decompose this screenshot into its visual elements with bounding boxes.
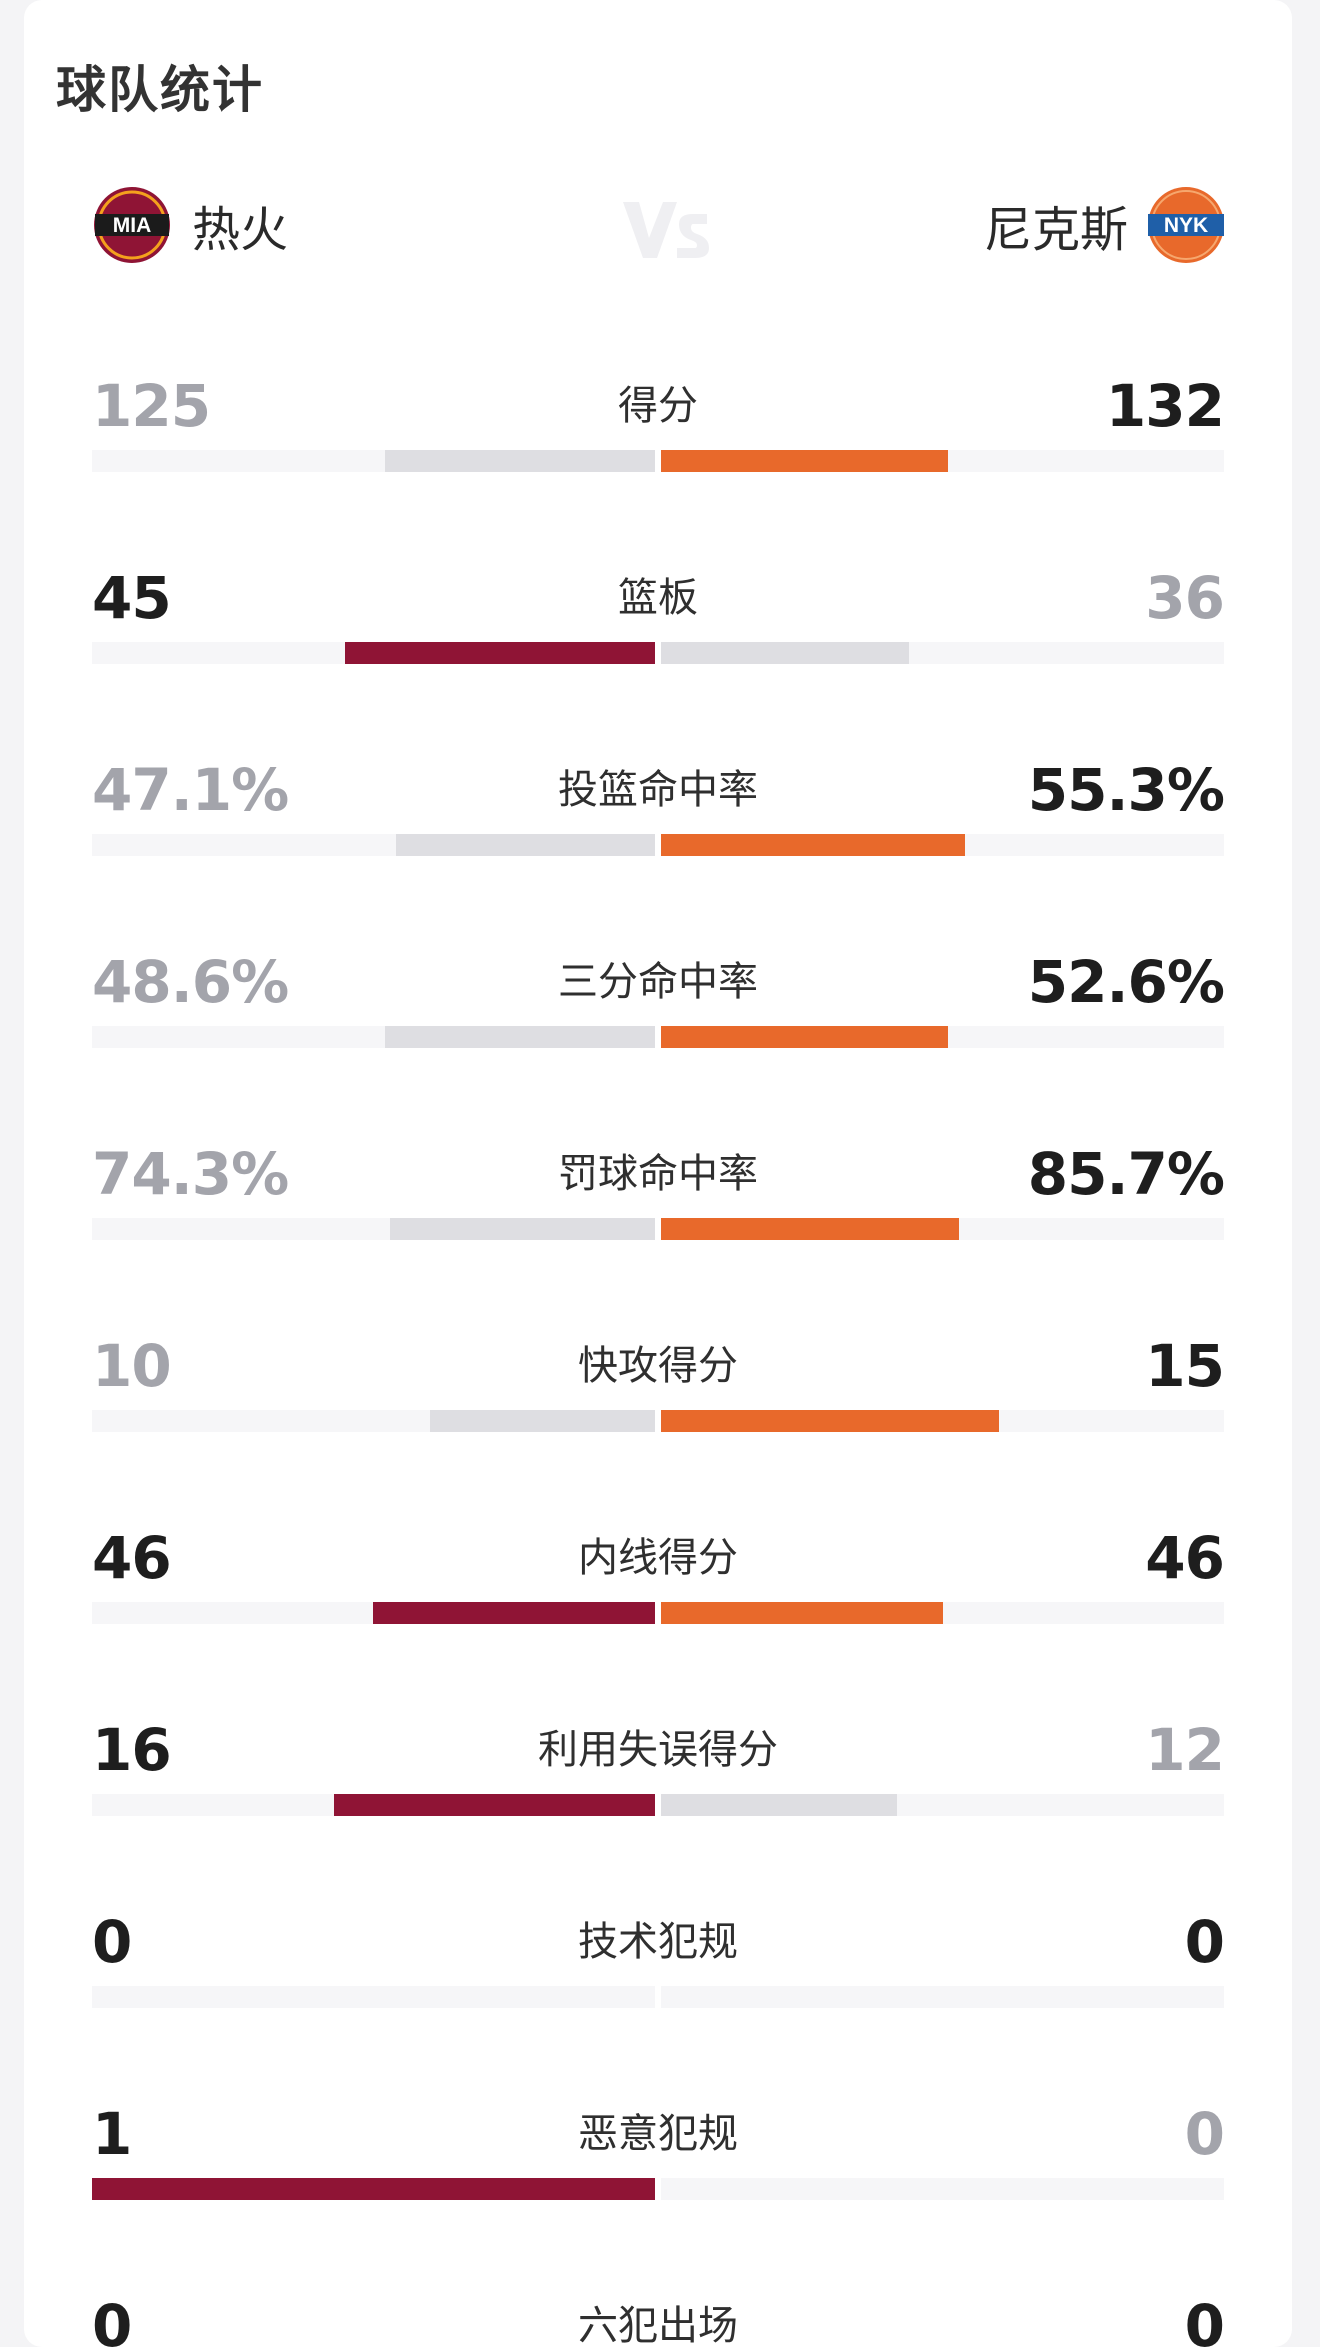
stat-row: 10 快攻得分 15 xyxy=(92,1330,1225,1440)
knicks-logo-icon: NYK xyxy=(1148,187,1224,263)
stat-label: 内线得分 xyxy=(578,1535,738,1581)
home-stat-value: 125 xyxy=(92,372,211,440)
home-bar-track xyxy=(92,1410,655,1432)
home-bar-fill xyxy=(390,1218,655,1240)
home-stat-value: 10 xyxy=(92,1332,172,1400)
home-bar-track xyxy=(92,2178,655,2200)
away-bar-fill xyxy=(661,1794,897,1816)
away-stat-value: 0 xyxy=(1184,2100,1225,2168)
away-bar-track xyxy=(661,1986,1224,2008)
away-bar-track xyxy=(661,1794,1224,1816)
stat-row: 74.3% 罚球命中率 85.7% xyxy=(92,1138,1225,1248)
section-title: 球队统计 xyxy=(56,61,264,119)
stat-row: 45 篮板 36 xyxy=(92,562,1225,672)
home-stat-value: 16 xyxy=(92,1716,172,1784)
home-bar-track xyxy=(92,450,655,472)
home-stat-value: 47.1% xyxy=(92,756,289,824)
away-bar-track xyxy=(661,1218,1224,1240)
stat-label: 技术犯规 xyxy=(578,1919,738,1965)
stat-label: 三分命中率 xyxy=(558,959,758,1005)
away-bar-fill xyxy=(661,642,909,664)
away-bar-track xyxy=(661,1026,1224,1048)
away-stat-value: 0 xyxy=(1184,2292,1225,2347)
stat-row: 0 六犯出场 0 xyxy=(92,2290,1225,2347)
away-bar-track xyxy=(661,450,1224,472)
away-bar-fill xyxy=(661,1602,943,1624)
home-bar-track xyxy=(92,834,655,856)
home-logo-text: MIA xyxy=(113,214,152,237)
stat-label: 投篮命中率 xyxy=(558,767,758,813)
home-bar-track xyxy=(92,1218,655,1240)
home-bar-fill xyxy=(345,642,655,664)
home-stat-value: 0 xyxy=(92,2292,132,2347)
stat-label: 恶意犯规 xyxy=(578,2111,738,2157)
away-team-name: 尼克斯 xyxy=(983,202,1128,258)
home-team-name: 热火 xyxy=(192,202,289,258)
home-team[interactable]: MIA 热火 xyxy=(92,185,288,265)
stat-label: 罚球命中率 xyxy=(558,1151,758,1197)
home-bar-fill xyxy=(396,834,655,856)
away-bar-track xyxy=(661,1602,1224,1624)
stat-row: 0 技术犯规 0 xyxy=(92,1906,1225,2016)
home-bar-track xyxy=(92,642,655,664)
home-stat-value: 1 xyxy=(92,2100,132,2168)
home-stat-value: 0 xyxy=(92,1908,132,1976)
stat-label: 篮板 xyxy=(618,575,698,621)
stat-label: 六犯出场 xyxy=(578,2303,738,2347)
home-stat-value: 46 xyxy=(92,1524,172,1592)
away-bar-fill xyxy=(661,1410,999,1432)
away-bar-track xyxy=(661,642,1224,664)
away-bar-fill xyxy=(661,1218,959,1240)
home-bar-fill xyxy=(373,1602,655,1624)
home-bar-track xyxy=(92,1986,655,2008)
away-stat-value: 132 xyxy=(1105,372,1225,440)
home-bar-fill xyxy=(334,1794,655,1816)
heat-logo-icon: MIA xyxy=(94,187,170,263)
away-stat-value: 55.3% xyxy=(1027,756,1225,824)
home-stat-value: 45 xyxy=(92,564,172,632)
home-bar-fill xyxy=(430,1410,655,1432)
away-bar-track xyxy=(661,834,1224,856)
stat-label: 快攻得分 xyxy=(578,1343,738,1389)
home-bar-fill xyxy=(385,450,655,472)
away-stat-value: 12 xyxy=(1145,1716,1225,1784)
away-bar-fill xyxy=(661,834,965,856)
home-bar-track xyxy=(92,1602,655,1624)
away-bar-track xyxy=(661,1410,1224,1432)
away-logo-text: NYK xyxy=(1164,214,1208,237)
stat-label: 得分 xyxy=(618,383,698,429)
away-stat-value: 0 xyxy=(1184,1908,1225,1976)
away-bar-track xyxy=(661,2178,1224,2200)
away-bar-fill xyxy=(661,1026,948,1048)
away-stat-value: 46 xyxy=(1145,1524,1225,1592)
home-bar-fill xyxy=(385,1026,655,1048)
home-bar-track xyxy=(92,1794,655,1816)
home-bar-track xyxy=(92,1026,655,1048)
team-stats-card: 球队统计 MIA 热火 尼克斯 NYK 125 得分 132 45 篮板 36 47.1% 投… xyxy=(24,0,1292,2347)
away-stat-value: 52.6% xyxy=(1027,948,1225,1016)
away-team[interactable]: 尼克斯 NYK xyxy=(984,185,1226,265)
home-stat-value: 74.3% xyxy=(92,1140,289,1208)
home-bar-fill xyxy=(92,2178,655,2200)
stat-row: 48.6% 三分命中率 52.6% xyxy=(92,946,1225,1056)
stat-row: 125 得分 132 xyxy=(92,370,1225,480)
away-stat-value: 85.7% xyxy=(1027,1140,1225,1208)
away-bar-fill xyxy=(661,450,948,472)
stat-row: 1 恶意犯规 0 xyxy=(92,2098,1225,2208)
vs-emblem-icon xyxy=(623,202,709,258)
stat-row: 47.1% 投篮命中率 55.3% xyxy=(92,754,1225,864)
stat-row: 16 利用失误得分 12 xyxy=(92,1714,1225,1824)
away-stat-value: 15 xyxy=(1145,1332,1225,1400)
away-stat-value: 36 xyxy=(1145,564,1225,632)
stat-label: 利用失误得分 xyxy=(538,1727,778,1773)
home-stat-value: 48.6% xyxy=(92,948,289,1016)
stat-row: 46 内线得分 46 xyxy=(92,1522,1225,1632)
